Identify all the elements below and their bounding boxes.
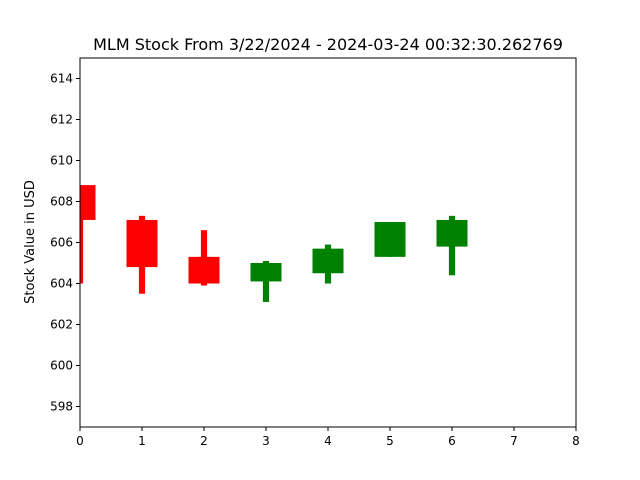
y-tick-label: 604 <box>50 277 73 291</box>
x-tick-label: 7 <box>510 434 518 448</box>
y-tick-label: 602 <box>50 318 73 332</box>
x-tick-label: 8 <box>572 434 580 448</box>
candle-body-4 <box>312 248 344 274</box>
y-tick-label: 600 <box>50 359 73 373</box>
x-tick-label: 5 <box>386 434 394 448</box>
candle-wick-0 <box>80 185 84 284</box>
candle-body-2 <box>188 256 220 284</box>
y-tick-label: 598 <box>50 400 73 414</box>
candle-body-3 <box>250 263 282 282</box>
y-tick-label: 614 <box>50 72 73 86</box>
x-tick-label: 2 <box>200 434 208 448</box>
y-tick-label: 612 <box>50 113 73 127</box>
candle-body-6 <box>436 219 468 247</box>
y-axis-label: Stock Value in USD <box>23 180 38 304</box>
y-tick-label: 606 <box>50 236 73 250</box>
candles-group <box>80 185 468 302</box>
chart-title: MLM Stock From 3/22/2024 - 2024-03-24 00… <box>93 35 563 54</box>
x-tick-label: 4 <box>324 434 332 448</box>
x-tick-label: 3 <box>262 434 270 448</box>
x-tick-label: 0 <box>76 434 84 448</box>
candle-body-1 <box>126 219 158 268</box>
x-tick-label: 6 <box>448 434 456 448</box>
y-tick-label: 610 <box>50 154 73 168</box>
x-tick-label: 1 <box>138 434 146 448</box>
y-axis: 598 600 602 604 606 608 610 612 614 <box>50 72 80 414</box>
y-tick-label: 608 <box>50 195 73 209</box>
x-axis: 0 1 2 3 4 5 6 7 8 <box>76 427 580 448</box>
candle-body-5 <box>374 222 406 257</box>
candle-body-0 <box>80 185 96 220</box>
